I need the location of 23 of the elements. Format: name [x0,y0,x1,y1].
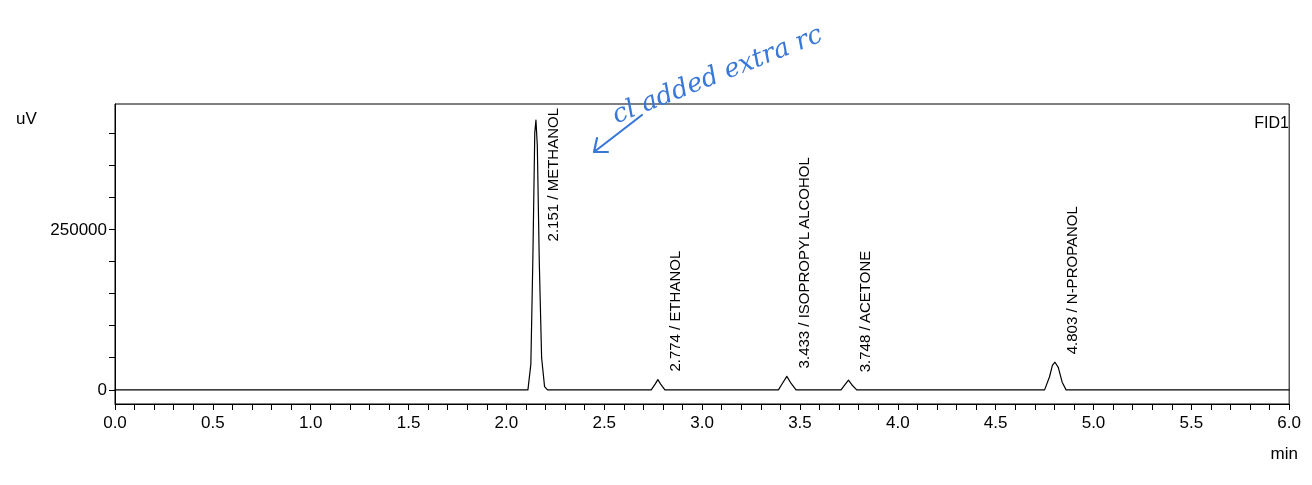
x-tick-label: 5.0 [1081,413,1106,432]
annotation: FID1 [1254,113,1290,131]
y-tick-label: 0 [97,380,107,400]
x-tick-label: 4.0 [885,413,910,432]
x-tick-label: 3.0 [690,413,714,432]
x-tick-label: 0.5 [201,413,225,432]
x-tick-label: 1.5 [396,413,421,432]
x-tick-label: 2.5 [592,413,617,432]
x-tick-label: 2.0 [494,413,519,432]
annotation: 3.433 / ISOPROPYL ALCOHOL [794,157,812,369]
annotation: 4.803 / N-PROPANOL [1062,206,1080,355]
x-tick-label: 4.5 [983,413,1008,432]
annotation: 3.748 / ACETONE [856,250,874,373]
y-tick-label: 250000 [50,219,107,239]
annotation: 2.774 / ETHANOL [665,250,683,372]
x-tick-label: 1.0 [298,413,323,432]
annotation: 2.151 / METHANOL [543,108,561,242]
x-tick-label: 0.0 [103,413,127,432]
y-axis-title: uV [16,109,38,128]
x-tick-label: 6.0 [1277,413,1301,432]
x-tick-label: 5.5 [1179,413,1204,432]
x-axis-title: min [1270,444,1299,463]
x-tick-label: 3.5 [788,413,812,432]
